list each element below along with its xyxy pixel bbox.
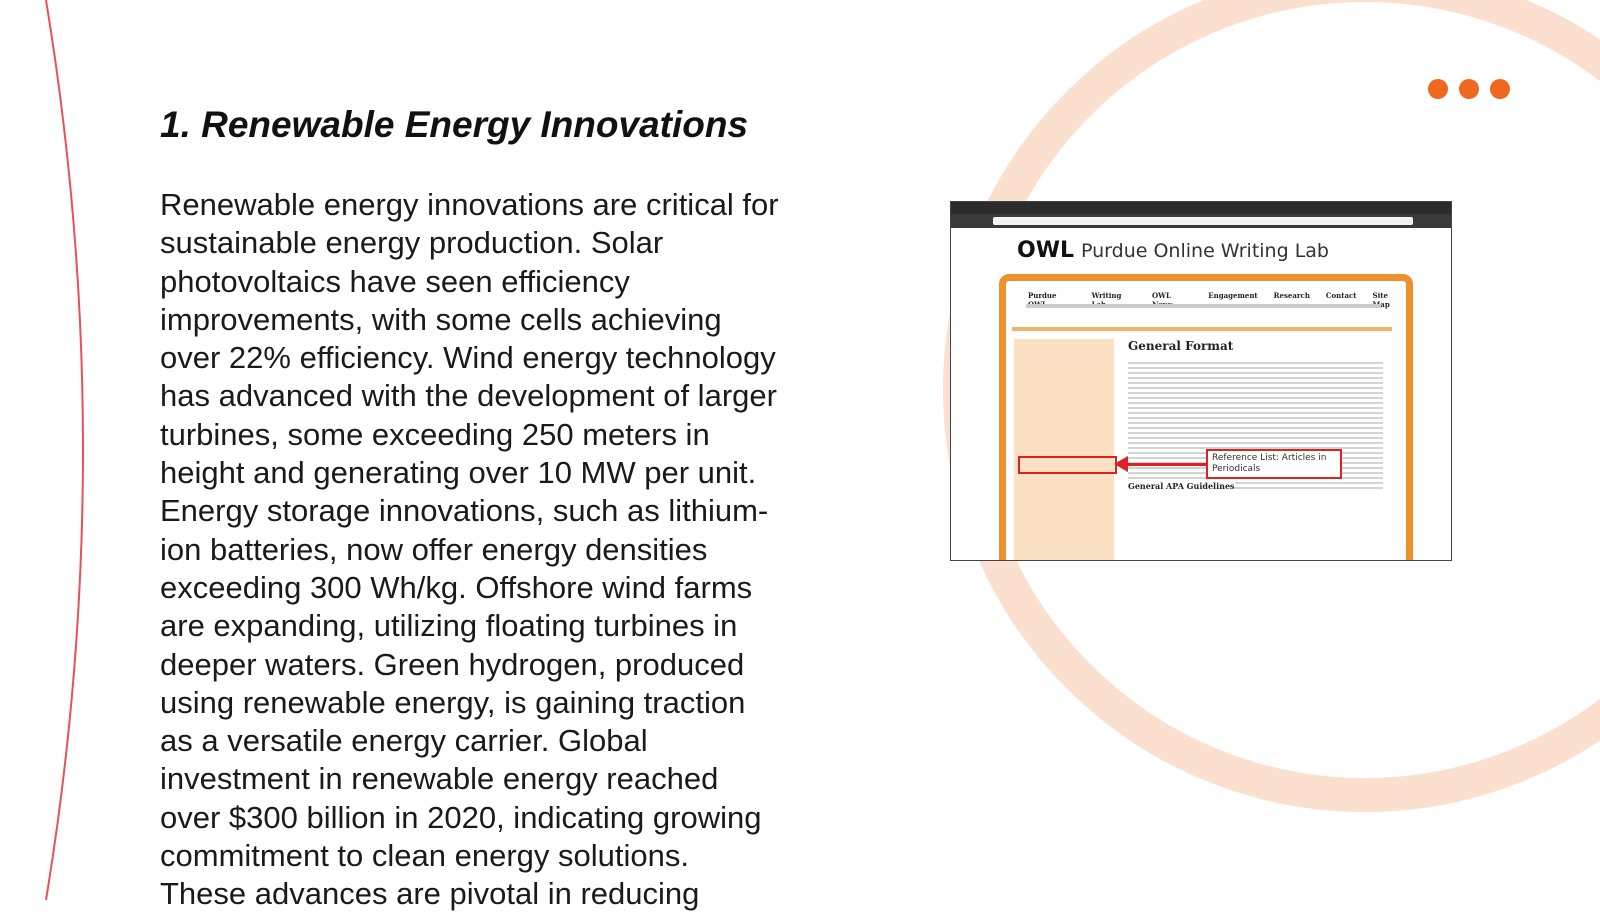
paragraph-line: sustainable energy production. Solar <box>160 225 664 261</box>
nav-item: Site Map <box>1372 291 1390 309</box>
paragraph-line: commitment to clean energy solutions. <box>160 838 689 874</box>
address-bar <box>993 217 1413 225</box>
paragraph-line: are expanding, utilizing floating turbin… <box>160 608 738 644</box>
sidebar <box>1014 339 1114 560</box>
nav-item: Contact <box>1325 291 1357 300</box>
dot <box>1428 79 1448 99</box>
paragraph-line: using renewable energy, is gaining tract… <box>160 684 746 720</box>
paragraph-line: over 22% efficiency. Wind energy technol… <box>160 340 776 376</box>
dot <box>1490 79 1510 99</box>
paragraph-line: ion batteries, now offer energy densitie… <box>160 531 708 567</box>
paragraph-line: improvements, with some cells achieving <box>160 301 722 337</box>
site-title: Purdue Online Writing Lab <box>1081 240 1329 262</box>
red-curve <box>45 0 84 900</box>
paragraph-line: Renewable energy innovations are critica… <box>160 187 779 222</box>
paragraph-line: as a versatile energy carrier. Global <box>160 723 648 759</box>
paragraph: Renewable energy innovations are critica… <box>160 186 779 914</box>
nav-item: Engagement <box>1208 291 1258 300</box>
subheading: General APA Guidelines <box>1128 481 1235 491</box>
heading: 1. Renewable Energy Innovations <box>160 104 749 145</box>
paragraph-line: over $300 billion in 2020, indicating gr… <box>160 799 762 835</box>
browser-tabs <box>951 202 1451 214</box>
arrow-head <box>1114 456 1128 472</box>
callout: Reference List: Articles in Periodicals <box>1206 449 1342 479</box>
highlight-box <box>1018 456 1117 474</box>
content-heading: General Format <box>1128 339 1234 353</box>
arrow <box>1118 463 1206 466</box>
paragraph-line: photovoltaics have seen efficiency <box>160 263 630 299</box>
rule <box>1012 327 1392 331</box>
paragraph-line: height and generating over 10 MW per uni… <box>160 455 757 491</box>
paragraph-line: turbines, some exceeding 250 meters in <box>160 416 710 452</box>
paragraph-line: exceeding 300 Wh/kg. Offshore wind farms <box>160 569 753 605</box>
paragraph-line: deeper waters. Green hydrogen, produced <box>160 646 745 682</box>
paragraph-line: Energy storage innovations, such as lith… <box>160 493 769 529</box>
page-frame: Purdue OWLWriting LabOWL NewsEngagementR… <box>999 274 1413 560</box>
paragraph-line: has advanced with the development of lar… <box>160 378 777 414</box>
subnav <box>1026 304 1381 308</box>
paragraph-line: investment in renewable energy reached <box>160 761 719 797</box>
paragraph-line: These advances are pivotal in reducing <box>160 876 700 912</box>
screenshot: OWL Purdue Online Writing Lab Purdue OWL… <box>950 201 1452 561</box>
nav-item: Research <box>1273 291 1310 300</box>
logo: OWL <box>1017 238 1074 263</box>
dot <box>1459 79 1479 99</box>
